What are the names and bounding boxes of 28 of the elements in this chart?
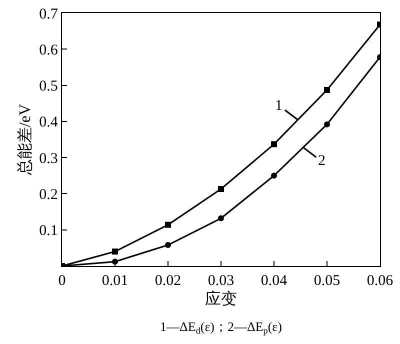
x-tick-label: 0.02 bbox=[154, 273, 182, 290]
point bbox=[271, 172, 277, 179]
y-tick-label: 0.4 bbox=[39, 114, 58, 131]
y-tick-label: 0.6 bbox=[39, 42, 58, 58]
point bbox=[165, 222, 171, 228]
y-tick-label: 0.2 bbox=[39, 186, 58, 203]
y-tick-label: 0.5 bbox=[39, 78, 58, 95]
x-tick-label: 0.06 bbox=[366, 273, 394, 290]
point bbox=[324, 121, 330, 128]
x-tick-label: 0.03 bbox=[208, 273, 234, 290]
series-label: 1 bbox=[275, 98, 282, 114]
point bbox=[112, 248, 118, 255]
point bbox=[165, 242, 171, 248]
text: 1—ΔE$_{d}$(ε)；2—ΔE$_{p}$(ε) bbox=[160, 319, 282, 336]
y-axis-title: 总能差/eV bbox=[16, 104, 34, 176]
x-tick-label: 0.01 bbox=[102, 273, 128, 290]
x-tick-label: 0.04 bbox=[260, 273, 288, 290]
point bbox=[324, 86, 330, 93]
point bbox=[271, 141, 277, 148]
point bbox=[218, 186, 224, 192]
x-axis-title: 应变 bbox=[205, 290, 237, 308]
y-tick-label: 0.1 bbox=[39, 223, 58, 240]
y-tick-label: 0.7 bbox=[39, 6, 58, 22]
point bbox=[218, 215, 224, 222]
x-tick-label: 0.05 bbox=[314, 273, 340, 290]
x-tick-label: 0 bbox=[58, 273, 66, 290]
legend-label: 2 bbox=[318, 153, 326, 169]
y-tick-label: 0.3 bbox=[39, 150, 58, 167]
